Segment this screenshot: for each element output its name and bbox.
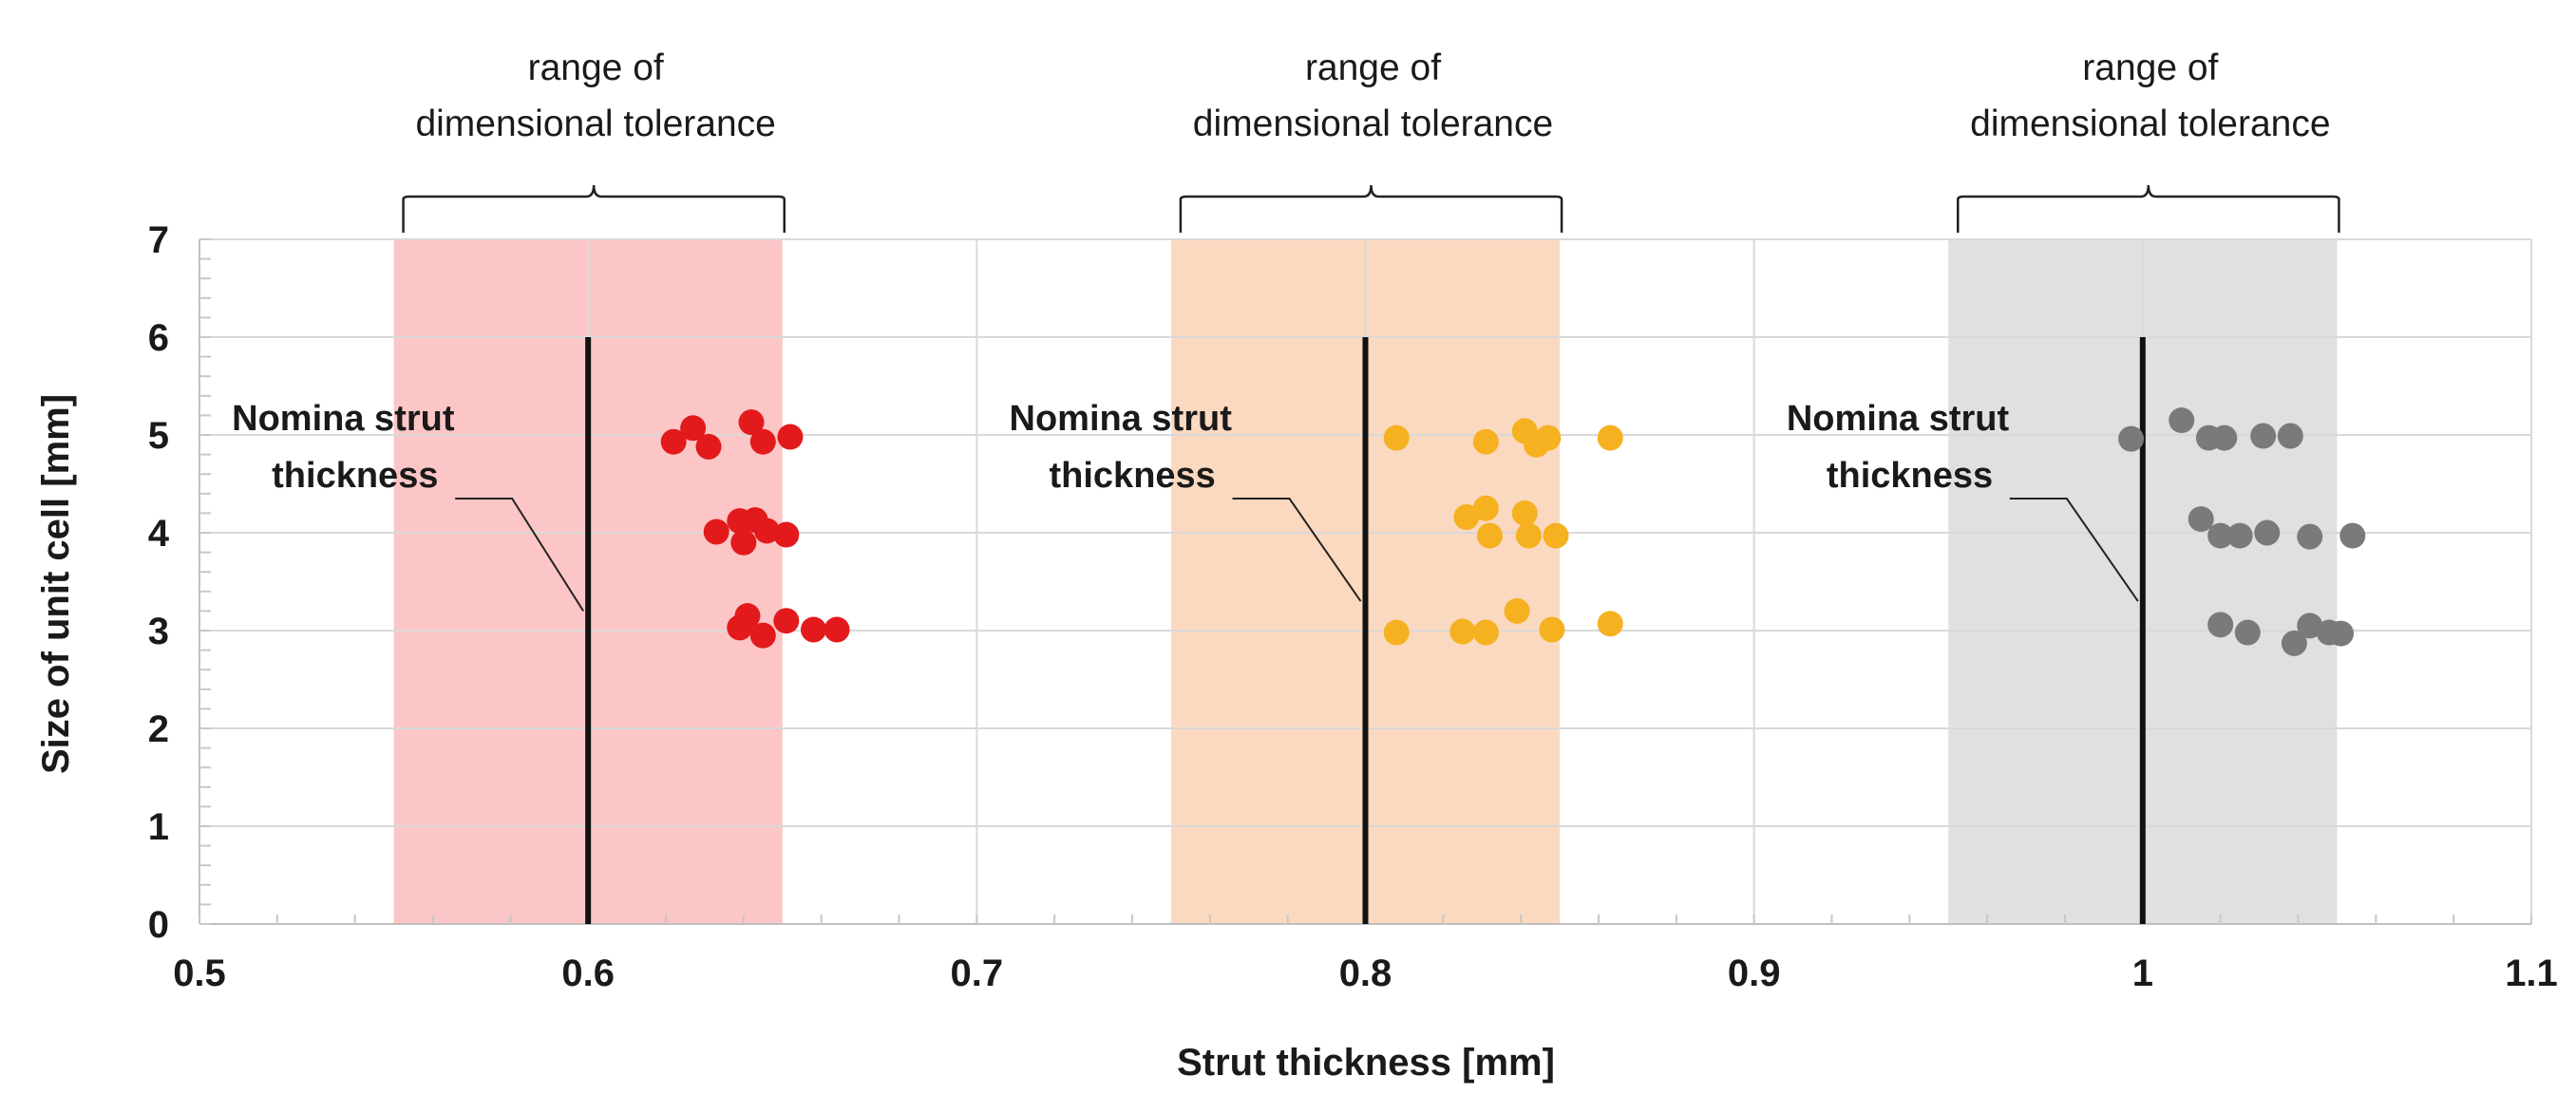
data-point-series-1 [703,519,729,545]
x-tick-label: 1.1 [2505,953,2558,994]
data-point-series-1 [749,428,776,455]
y-tick-label: 7 [148,219,169,261]
data-point-series-2 [1472,428,1499,455]
nominal-label-line2: thickness [272,456,438,496]
tick-labels: 0.5 0.6 0.7 0.8 0.9 1 1.1 0 1 2 3 4 5 6 7 [148,219,2558,994]
x-tick-label: 1 [2132,953,2153,994]
data-point-series-2 [1597,424,1623,451]
data-point-series-2 [1511,500,1538,526]
data-point-series-2 [1476,522,1503,549]
nominal-label-line1: Nomina strut [1010,399,1233,439]
x-tick-label: 0.6 [561,953,615,994]
data-point-series-2 [1449,618,1476,645]
nominal-leader-1 [455,498,585,612]
y-tick-label: 6 [148,317,169,359]
tolerance-label-line1: range of [2082,47,2218,88]
data-point-series-2 [1383,619,1410,646]
data-point-series-2 [1539,616,1565,643]
y-tick-label: 3 [148,611,169,652]
data-point-series-3 [2254,519,2281,546]
data-point-series-3 [2169,407,2195,434]
data-point-series-3 [2277,423,2303,449]
data-point-series-1 [734,603,761,630]
data-point-series-3 [2211,424,2238,451]
x-tick-label: 0.8 [1339,953,1392,994]
nominal-lines: Nomina strut thickness Nomina strut thickne… [232,337,2146,924]
data-point-series-2 [1472,619,1499,646]
data-point-series-1 [773,521,800,548]
data-point-series-3 [2297,613,2323,639]
y-axis-title: Size of unit cell [mm] [35,394,77,774]
data-point-series-3 [2339,522,2366,549]
tolerance-label-line1: range of [528,47,664,88]
data-point-series-3 [2207,612,2234,638]
data-point-series-2 [1535,424,1562,451]
data-point-series-1 [730,529,757,556]
data-point-series-1 [695,433,722,460]
data-points [660,407,2366,656]
data-point-series-1 [824,616,850,643]
data-point-series-1 [738,409,765,436]
tolerance-label-line1: range of [1305,47,1441,88]
data-point-series-1 [749,622,776,649]
data-point-series-3 [2226,522,2253,549]
data-point-series-2 [1383,424,1410,451]
x-tick-label: 0.9 [1728,953,1781,994]
nominal-leader-3 [2009,498,2139,602]
nominal-leader-2 [1232,498,1362,602]
y-tick-label: 2 [148,708,169,750]
tolerance-brace-2 [1179,184,1563,233]
data-point-series-1 [777,424,804,450]
data-point-series-3 [2328,620,2355,647]
data-point-series-1 [800,616,826,643]
data-point-series-3 [2118,425,2145,452]
data-point-series-2 [1453,504,1480,531]
data-point-series-3 [2234,619,2261,646]
data-point-series-3 [2188,506,2214,533]
data-point-series-2 [1515,522,1542,549]
y-tick-label: 1 [148,806,169,848]
y-tick-label: 5 [148,415,169,457]
nominal-label-line2: thickness [1050,456,1216,496]
data-point-series-1 [773,608,800,634]
tolerance-annotations: range of dimensional tolerance range of dim… [402,47,2340,233]
nominal-label-line1: Nomina strut [1787,399,2010,439]
data-point-series-3 [2297,523,2323,550]
data-point-series-2 [1472,495,1499,521]
nominal-label-line2: thickness [1827,456,1993,496]
data-point-series-3 [2281,630,2307,656]
tolerance-label-line2: dimensional tolerance [1970,104,2330,144]
nominal-label-line1: Nomina strut [232,399,455,439]
x-axis-title: Strut thickness [mm] [1177,1042,1555,1084]
tolerance-brace-3 [1957,184,2340,233]
tolerance-brace-1 [402,184,786,233]
data-point-series-3 [2250,423,2277,449]
tolerance-label-line2: dimensional tolerance [1193,104,1553,144]
data-point-series-1 [680,415,707,442]
y-tick-label: 4 [148,513,170,555]
x-tick-label: 0.5 [173,953,226,994]
data-point-series-3 [2207,522,2234,549]
data-point-series-1 [753,518,780,544]
data-point-series-1 [660,428,687,455]
data-point-series-2 [1504,597,1530,624]
data-point-series-2 [1543,522,1569,549]
data-point-series-2 [1597,611,1623,637]
tolerance-label-line2: dimensional tolerance [415,104,775,144]
y-tick-label: 0 [148,904,169,946]
x-tick-label: 0.7 [951,953,1004,994]
